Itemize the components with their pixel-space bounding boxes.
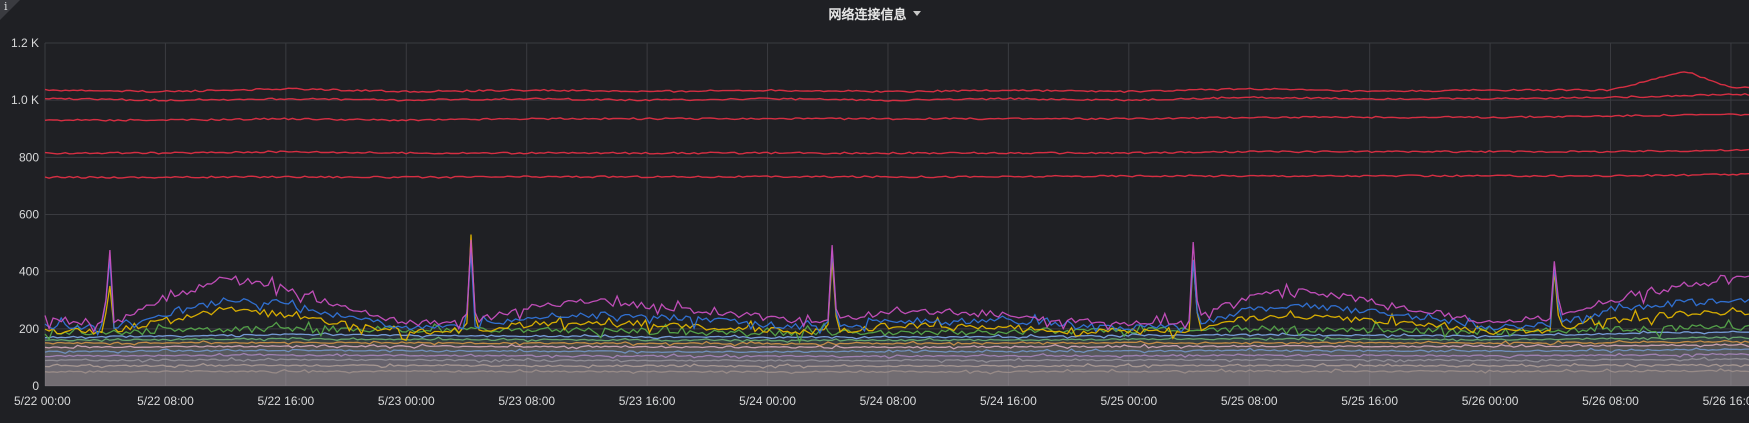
x-tick-label: 5/23 08:00 xyxy=(498,394,555,408)
y-tick-label: 200 xyxy=(19,322,39,336)
x-tick-label: 5/24 08:00 xyxy=(860,394,917,408)
y-tick-label: 1.0 K xyxy=(11,93,39,107)
series-line xyxy=(45,330,1749,340)
series-line xyxy=(44,234,1749,342)
y-tick-label: 800 xyxy=(19,150,39,164)
series-area xyxy=(45,340,1749,386)
x-tick-label: 5/23 16:00 xyxy=(619,394,676,408)
series-line xyxy=(44,113,1749,122)
series-line xyxy=(44,92,1749,102)
x-tick-label: 5/24 16:00 xyxy=(980,394,1037,408)
y-tick-label: 400 xyxy=(19,265,39,279)
x-tick-label: 5/25 08:00 xyxy=(1221,394,1278,408)
series-line xyxy=(44,318,1749,344)
series-area xyxy=(45,331,1749,386)
series-area xyxy=(45,368,1749,386)
series-line xyxy=(44,362,1749,369)
x-tick-label: 5/22 00:00 xyxy=(14,394,71,408)
panel-header: 网络连接信息 xyxy=(0,0,1749,26)
series-area xyxy=(45,363,1749,386)
series-line xyxy=(44,339,1749,347)
series-line xyxy=(44,356,1749,364)
series-line xyxy=(44,368,1749,375)
panel-title: 网络连接信息 xyxy=(828,7,907,23)
x-tick-label: 5/25 00:00 xyxy=(1100,394,1157,408)
x-tick-label: 5/22 16:00 xyxy=(257,394,314,408)
series-line xyxy=(44,172,1749,179)
x-tick-label: 5/25 16:00 xyxy=(1341,394,1398,408)
series-line xyxy=(44,239,1749,334)
series-area xyxy=(45,348,1749,386)
series-line xyxy=(45,336,1749,343)
y-tick-label: 600 xyxy=(19,208,39,222)
panel-title-menu[interactable]: 网络连接信息 xyxy=(828,4,921,23)
series-area xyxy=(45,336,1749,386)
panel-info-corner[interactable] xyxy=(0,0,20,20)
y-tick-label: 1.2 K xyxy=(11,36,39,50)
x-tick-label: 5/26 16:00 xyxy=(1703,394,1749,408)
series-line xyxy=(44,71,1749,94)
series-line xyxy=(44,352,1749,359)
series-line xyxy=(44,148,1749,155)
caret-down-icon xyxy=(912,11,921,16)
x-tick-label: 5/22 08:00 xyxy=(137,394,194,408)
series-area xyxy=(45,344,1749,386)
series-area xyxy=(45,357,1749,386)
x-tick-label: 5/24 00:00 xyxy=(739,394,796,408)
info-icon[interactable]: i xyxy=(4,0,8,13)
x-tick-label: 5/26 00:00 xyxy=(1462,394,1519,408)
y-tick-label: 0 xyxy=(32,379,39,393)
x-tick-label: 5/26 08:00 xyxy=(1582,394,1639,408)
series-line xyxy=(44,343,1749,350)
series-line xyxy=(44,250,1749,337)
series-line xyxy=(44,347,1749,355)
x-tick-label: 5/23 00:00 xyxy=(378,394,435,408)
series-area xyxy=(45,353,1749,386)
